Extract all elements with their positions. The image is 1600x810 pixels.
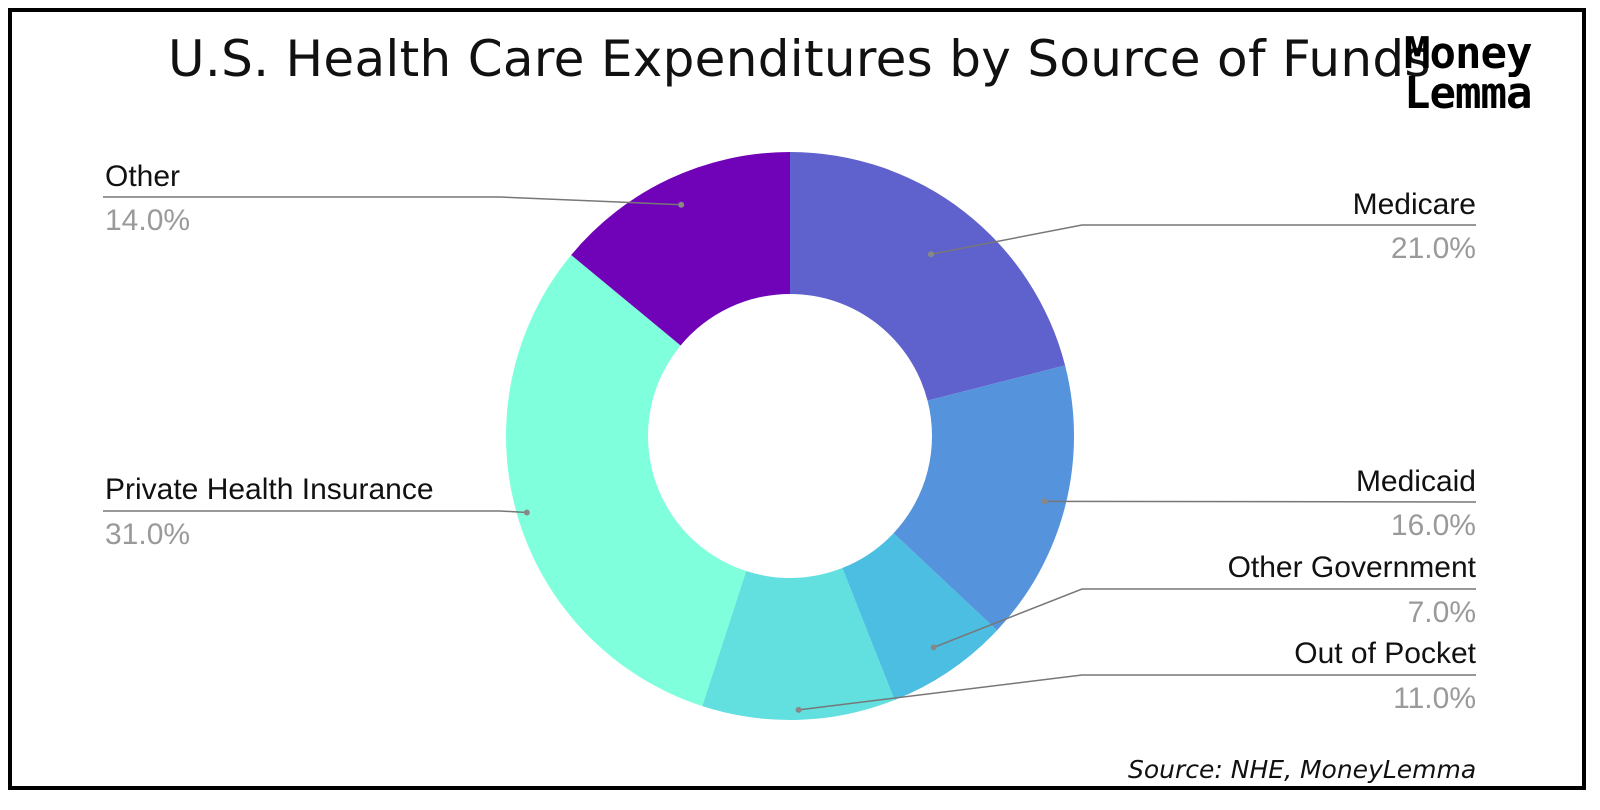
slice-label-private-health-insurance: Private Health Insurance xyxy=(105,473,434,506)
logo-line-2: Lemma xyxy=(1404,68,1532,119)
slice-label-other-government: Other Government xyxy=(1228,551,1477,584)
leader-line-out-of-pocket xyxy=(798,674,1476,711)
slice-private-health-insurance[interactable] xyxy=(505,254,747,707)
slice-value-out-of-pocket: 11.0% xyxy=(1393,682,1476,715)
slice-medicare[interactable] xyxy=(790,152,1066,401)
logo-line-1: Money xyxy=(1404,28,1532,79)
chart-title: U.S. Health Care Expenditures by Source … xyxy=(168,30,1431,88)
leader-line-other-government xyxy=(933,588,1476,649)
slice-medicaid[interactable] xyxy=(893,365,1074,631)
leader-dot-medicaid xyxy=(1041,498,1048,505)
slice-value-other: 14.0% xyxy=(105,204,190,237)
leader-dot-other-government xyxy=(930,644,937,651)
moneylemma-logo: Money Lemma xyxy=(1404,28,1572,119)
leader-line-private-health-insurance xyxy=(103,510,527,514)
slice-other[interactable] xyxy=(571,152,790,346)
slice-label-other: Other xyxy=(105,160,180,193)
slice-value-other-government: 7.0% xyxy=(1408,596,1476,629)
slice-out-of-pocket[interactable] xyxy=(702,568,895,720)
slice-value-medicare: 21.0% xyxy=(1391,232,1476,265)
leader-dot-medicare xyxy=(927,251,934,258)
slice-value-medicaid: 16.0% xyxy=(1391,509,1476,542)
slice-value-private-health-insurance: 31.0% xyxy=(105,518,190,551)
leader-dot-out-of-pocket xyxy=(795,706,802,713)
leader-dot-private-health-insurance xyxy=(523,509,530,516)
source-note: Source: NHE, MoneyLemma xyxy=(1128,755,1477,784)
slice-label-medicare: Medicare xyxy=(1353,188,1476,221)
slice-label-medicaid: Medicaid xyxy=(1356,465,1476,498)
leader-line-medicaid xyxy=(1044,500,1477,503)
slice-label-out-of-pocket: Out of Pocket xyxy=(1294,637,1476,670)
leader-line-other xyxy=(103,196,682,206)
slice-other-government[interactable] xyxy=(842,533,998,701)
leader-line-medicare xyxy=(930,224,1476,255)
leader-dot-other xyxy=(678,201,685,208)
